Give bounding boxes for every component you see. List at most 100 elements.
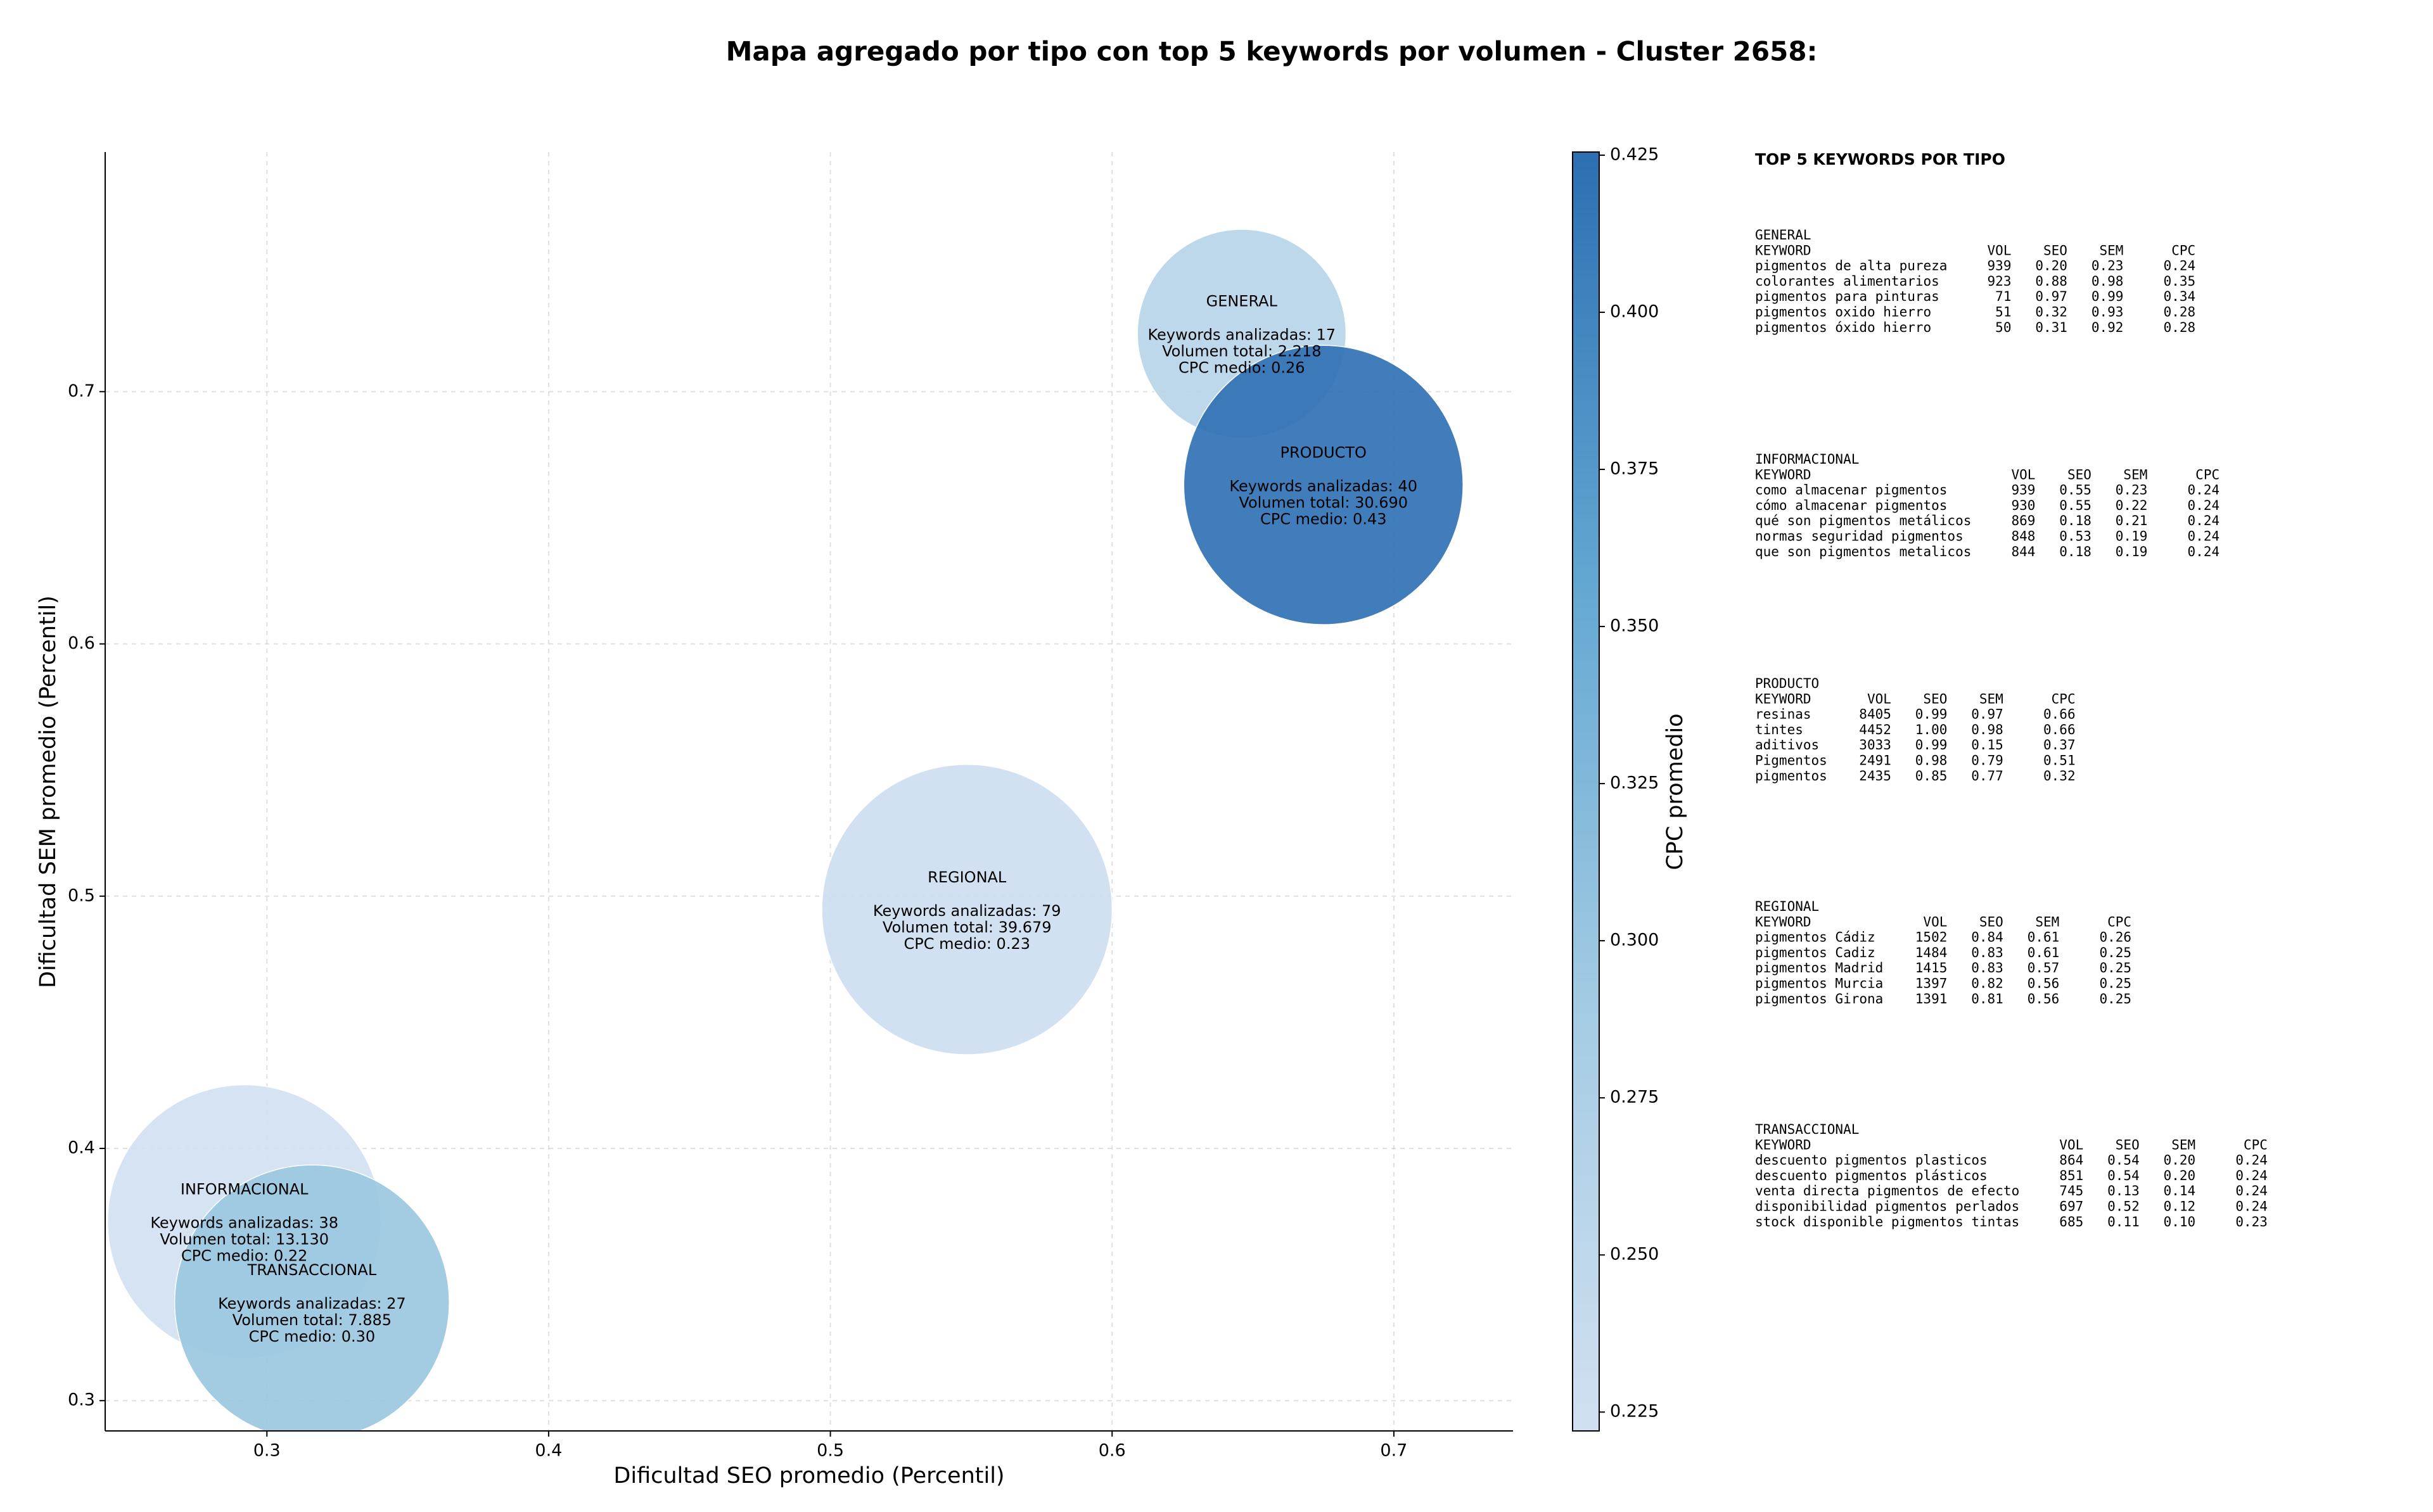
- table-cell: 848: [2011, 529, 2035, 544]
- table-cell: 71: [1995, 289, 2011, 304]
- table-cell: pigmentos: [1755, 768, 1827, 784]
- bubble: [174, 1164, 450, 1431]
- bubble-category: REGIONAL: [928, 868, 1007, 886]
- table-cell: 0.56: [2027, 976, 2060, 991]
- table-cell: 685: [2059, 1214, 2083, 1229]
- table-cell: pigmentos Murcia: [1755, 976, 1883, 991]
- table-header-cell: KEYWORD: [1755, 914, 1811, 929]
- table-header-cell: CPC: [2171, 243, 2195, 258]
- table-cell: colorantes alimentarios: [1755, 274, 1939, 289]
- table-cell: 3033: [1859, 737, 1891, 753]
- table-cell: 0.24: [2164, 258, 2196, 274]
- table-cell: 1484: [1915, 945, 1948, 960]
- table-cell: pigmentos de alta pureza: [1755, 258, 1947, 274]
- table-cell: 0.92: [2091, 320, 2124, 335]
- table-cell: 0.20: [2164, 1168, 2196, 1183]
- table-header-cell: CPC: [2244, 1137, 2268, 1152]
- table-cell: 0.66: [2043, 707, 2076, 722]
- y-tick-label: 0.4: [68, 1138, 95, 1157]
- table-cell: 844: [2011, 544, 2035, 559]
- table-cell: 1.00: [1915, 722, 1948, 737]
- table-cell: 0.22: [2116, 498, 2148, 513]
- table-header-cell: KEYWORD: [1755, 243, 1811, 258]
- table-header-cell: KEYWORD: [1755, 691, 1811, 706]
- table-header-cell: SEM: [1979, 691, 2003, 706]
- table-cell: 0.97: [2035, 289, 2067, 304]
- bubble: [821, 763, 1113, 1055]
- table-cell: 864: [2059, 1153, 2083, 1168]
- table-cell: 0.61: [2027, 945, 2060, 960]
- table-cell: 697: [2059, 1199, 2083, 1214]
- table-cell: 0.99: [1915, 737, 1948, 753]
- table-cell: 0.82: [1971, 976, 2003, 991]
- table-cell: normas seguridad pigmentos: [1755, 529, 1964, 544]
- table-cell: 0.23: [2091, 258, 2124, 274]
- table-cell: descuento pigmentos plásticos: [1755, 1168, 1988, 1183]
- table-cell: 51: [1995, 305, 2011, 320]
- table-cell: 0.84: [1971, 930, 2003, 945]
- bubble-annotation: Volumen total: 7.885: [233, 1311, 392, 1329]
- colorbar-tick-label: 0.375: [1610, 459, 1659, 479]
- table-cell: pigmentos Girona: [1755, 991, 1883, 1007]
- table-cell: 0.25: [2100, 991, 2132, 1007]
- table-header-cell: SEO: [1979, 914, 2003, 929]
- table-cell: 0.12: [2164, 1199, 2196, 1214]
- table-header-cell: CPC: [2195, 467, 2219, 482]
- table-cell: que son pigmentos metalicos: [1755, 544, 1971, 559]
- table-title: INFORMACIONAL: [1755, 452, 1859, 467]
- table-cell: 0.97: [1971, 707, 2003, 722]
- table-header-cell: SEM: [2100, 243, 2124, 258]
- table-cell: 0.20: [2035, 258, 2067, 274]
- colorbar-tick-label: 0.350: [1610, 616, 1659, 636]
- table-cell: 0.32: [2035, 305, 2067, 320]
- table-cell: tintes: [1755, 722, 1803, 737]
- table-cell: 0.14: [2164, 1183, 2196, 1198]
- table-cell: 0.57: [2027, 960, 2060, 975]
- table-cell: 1397: [1915, 976, 1948, 991]
- table-title: PRODUCTO: [1755, 676, 1819, 691]
- table-header-cell: CPC: [2052, 691, 2076, 706]
- table-cell: 0.19: [2116, 529, 2148, 544]
- table-cell: 0.35: [2164, 274, 2196, 289]
- table-cell: disponibilidad pigmentos perlados: [1755, 1199, 2019, 1214]
- table-header-cell: SEO: [2043, 243, 2067, 258]
- x-tick-label: 0.3: [253, 1441, 281, 1461]
- table-cell: 0.83: [1971, 945, 2003, 960]
- table-title: GENERAL: [1755, 227, 1811, 243]
- table-cell: 0.18: [2059, 544, 2091, 559]
- table-cell: 0.28: [2164, 320, 2196, 335]
- table-cell: 0.54: [2107, 1168, 2140, 1183]
- table-cell: 0.25: [2100, 945, 2132, 960]
- table-cell: 0.99: [1915, 707, 1948, 722]
- table-cell: 50: [1995, 320, 2011, 335]
- bubble-category: PRODUCTO: [1280, 444, 1367, 462]
- table-cell: 1415: [1915, 960, 1948, 975]
- table-header-cell: VOL: [1867, 691, 1891, 706]
- bubble-annotation: CPC medio: 0.23: [904, 935, 1030, 953]
- table-cell: 8405: [1859, 707, 1891, 722]
- y-tick-label: 0.3: [68, 1390, 95, 1410]
- table-cell: como almacenar pigmentos: [1755, 483, 1947, 498]
- table-cell: 923: [1988, 274, 2012, 289]
- table-cell: 0.51: [2043, 753, 2076, 768]
- x-tick-label: 0.4: [535, 1441, 562, 1461]
- y-tick-label: 0.7: [68, 381, 95, 401]
- bubble-annotation: Keywords analizadas: 38: [150, 1214, 338, 1231]
- table-cell: 2491: [1859, 753, 1891, 768]
- table-cell: cómo almacenar pigmentos: [1755, 498, 1947, 513]
- table-cell: 0.61: [2027, 930, 2060, 945]
- bubble-annotation: Volumen total: 13.130: [160, 1230, 329, 1248]
- table-cell: 0.13: [2107, 1183, 2140, 1198]
- table-cell: 0.24: [2188, 513, 2220, 528]
- table-cell: 4452: [1859, 722, 1891, 737]
- table-cell: 0.32: [2043, 768, 2076, 784]
- table-cell: 0.81: [1971, 991, 2003, 1007]
- bubble: [1183, 345, 1464, 625]
- table-header-cell: KEYWORD: [1755, 467, 1811, 482]
- table-cell: 930: [2011, 498, 2035, 513]
- table-cell: 745: [2059, 1183, 2083, 1198]
- table-cell: 0.55: [2059, 498, 2091, 513]
